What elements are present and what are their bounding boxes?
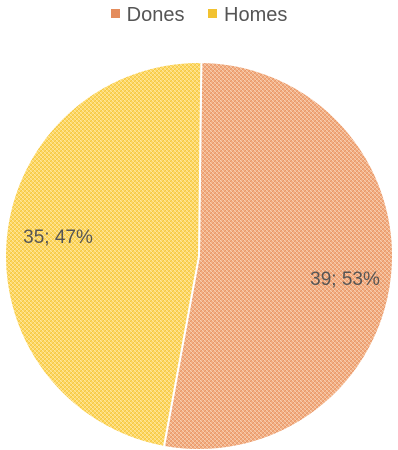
data-label-dones: 39; 53%: [310, 269, 380, 290]
pie-slice-dones: [162, 61, 394, 450]
legend-label-homes: Homes: [224, 4, 288, 26]
legend-item-dones: Dones: [110, 4, 185, 27]
pie-slice-homes: [4, 61, 203, 448]
legend-item-homes: Homes: [208, 4, 287, 27]
legend: Dones Homes: [0, 4, 398, 27]
legend-label-dones: Dones: [126, 4, 185, 26]
legend-swatch-dones: [110, 9, 120, 18]
data-label-homes: 35; 47%: [23, 227, 93, 248]
legend-swatch-homes: [208, 9, 217, 18]
